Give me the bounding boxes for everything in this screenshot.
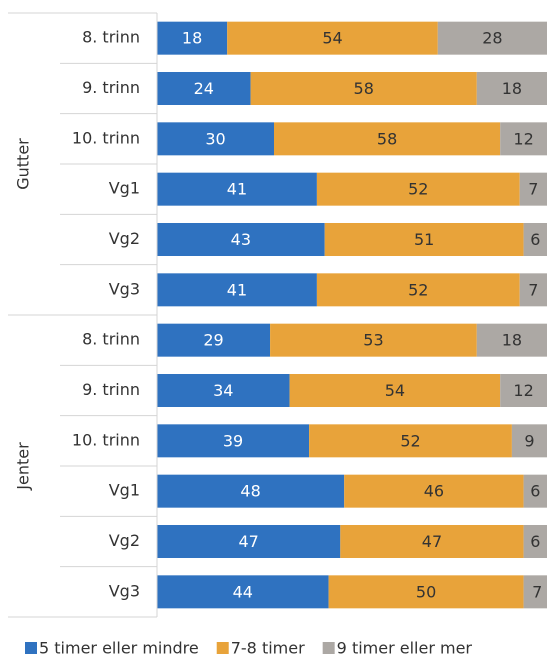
data-label: 41 [227,280,247,299]
bar-segment [270,323,477,357]
bar-segment [328,575,524,609]
data-label: 52 [408,280,428,299]
data-label: 48 [240,482,260,501]
bar-segment [476,323,547,357]
data-label: 6 [530,532,540,551]
y-tick-label: Vg3 [109,581,140,600]
data-label: 24 [194,79,214,98]
legend-swatch [322,642,335,654]
y-tick-label: 9. trinn [82,78,140,97]
data-label: 28 [482,29,502,48]
data-label: 18 [502,331,522,350]
data-label: 58 [377,129,397,148]
group-label: Gutter [14,138,33,190]
bar-segment [523,525,547,558]
y-tick-label: 10. trinn [72,128,140,147]
y-tick-label: 8. trinn [82,28,140,47]
bar-segment [519,172,547,206]
data-label: 51 [414,230,434,249]
bar-segment [157,374,290,407]
bar-segment [344,474,524,508]
bar-segment [157,424,310,458]
bar-segment [340,525,524,558]
data-label: 9 [524,431,534,450]
bar-segment [157,474,345,508]
data-label: 54 [385,381,405,400]
data-label: 58 [354,79,374,98]
data-label: 44 [233,582,253,601]
bar-segment [523,474,547,508]
bar-segment [157,223,325,256]
data-label: 12 [513,381,533,400]
bar-segment [157,72,251,105]
data-label: 6 [530,482,540,501]
bar-segment [309,424,512,458]
data-label: 52 [408,180,428,199]
data-label: 7 [528,180,538,199]
data-label: 7 [532,582,542,601]
group-label: Jenter [14,442,33,491]
data-label: 41 [227,180,247,199]
data-label: 18 [182,29,202,48]
bar-segment [274,122,501,156]
legend-swatch [216,642,229,654]
data-label: 46 [424,482,444,501]
data-label: 12 [513,129,533,148]
legend-swatch [25,642,37,654]
y-tick-label: 9. trinn [82,380,140,399]
data-label: 39 [223,431,243,450]
bar-segment [511,424,547,458]
y-tick-label: Vg1 [109,481,140,500]
data-label: 34 [213,381,233,400]
data-label: 30 [205,129,225,148]
bar-segment [437,21,547,55]
y-tick-label: 10. trinn [72,430,140,449]
data-label: 52 [400,431,420,450]
bar-segment [523,223,547,256]
y-tick-label: Vg3 [109,279,140,298]
legend-label: 7-8 timer [231,639,305,658]
bar-segment [157,575,329,609]
y-tick-label: 8. trinn [82,330,140,349]
bar-segment [157,172,317,206]
bar-segment [523,575,547,609]
data-label: 18 [502,79,522,98]
data-label: 6 [530,230,540,249]
bar-segment [157,323,271,357]
bar-segment [157,21,228,55]
bar-segment [157,273,317,307]
bar-segment [289,374,501,407]
bar-segment [476,72,547,105]
legend-label: 9 timer eller mer [337,639,473,658]
y-tick-label: Vg2 [109,229,140,248]
data-label: 43 [231,230,251,249]
bar-segment [227,21,438,55]
bar-segment [519,273,547,307]
bar-segment [316,273,520,307]
data-label: 54 [322,29,342,48]
y-tick-label: Vg2 [109,531,140,550]
bar-segment [324,223,524,256]
bar-segment [157,122,274,156]
data-label: 47 [422,532,442,551]
bar-segment [157,525,341,558]
data-label: 47 [238,532,258,551]
bar-segment [500,374,547,407]
data-label: 53 [363,331,383,350]
data-label: 29 [203,331,223,350]
data-label: 7 [528,280,538,299]
y-tick-label: Vg1 [109,179,140,198]
bar-segment [500,122,547,156]
bar-segment [250,72,477,105]
data-label: 50 [416,582,436,601]
legend-label: 5 timer eller mindre [39,639,199,658]
bar-segment [316,172,520,206]
